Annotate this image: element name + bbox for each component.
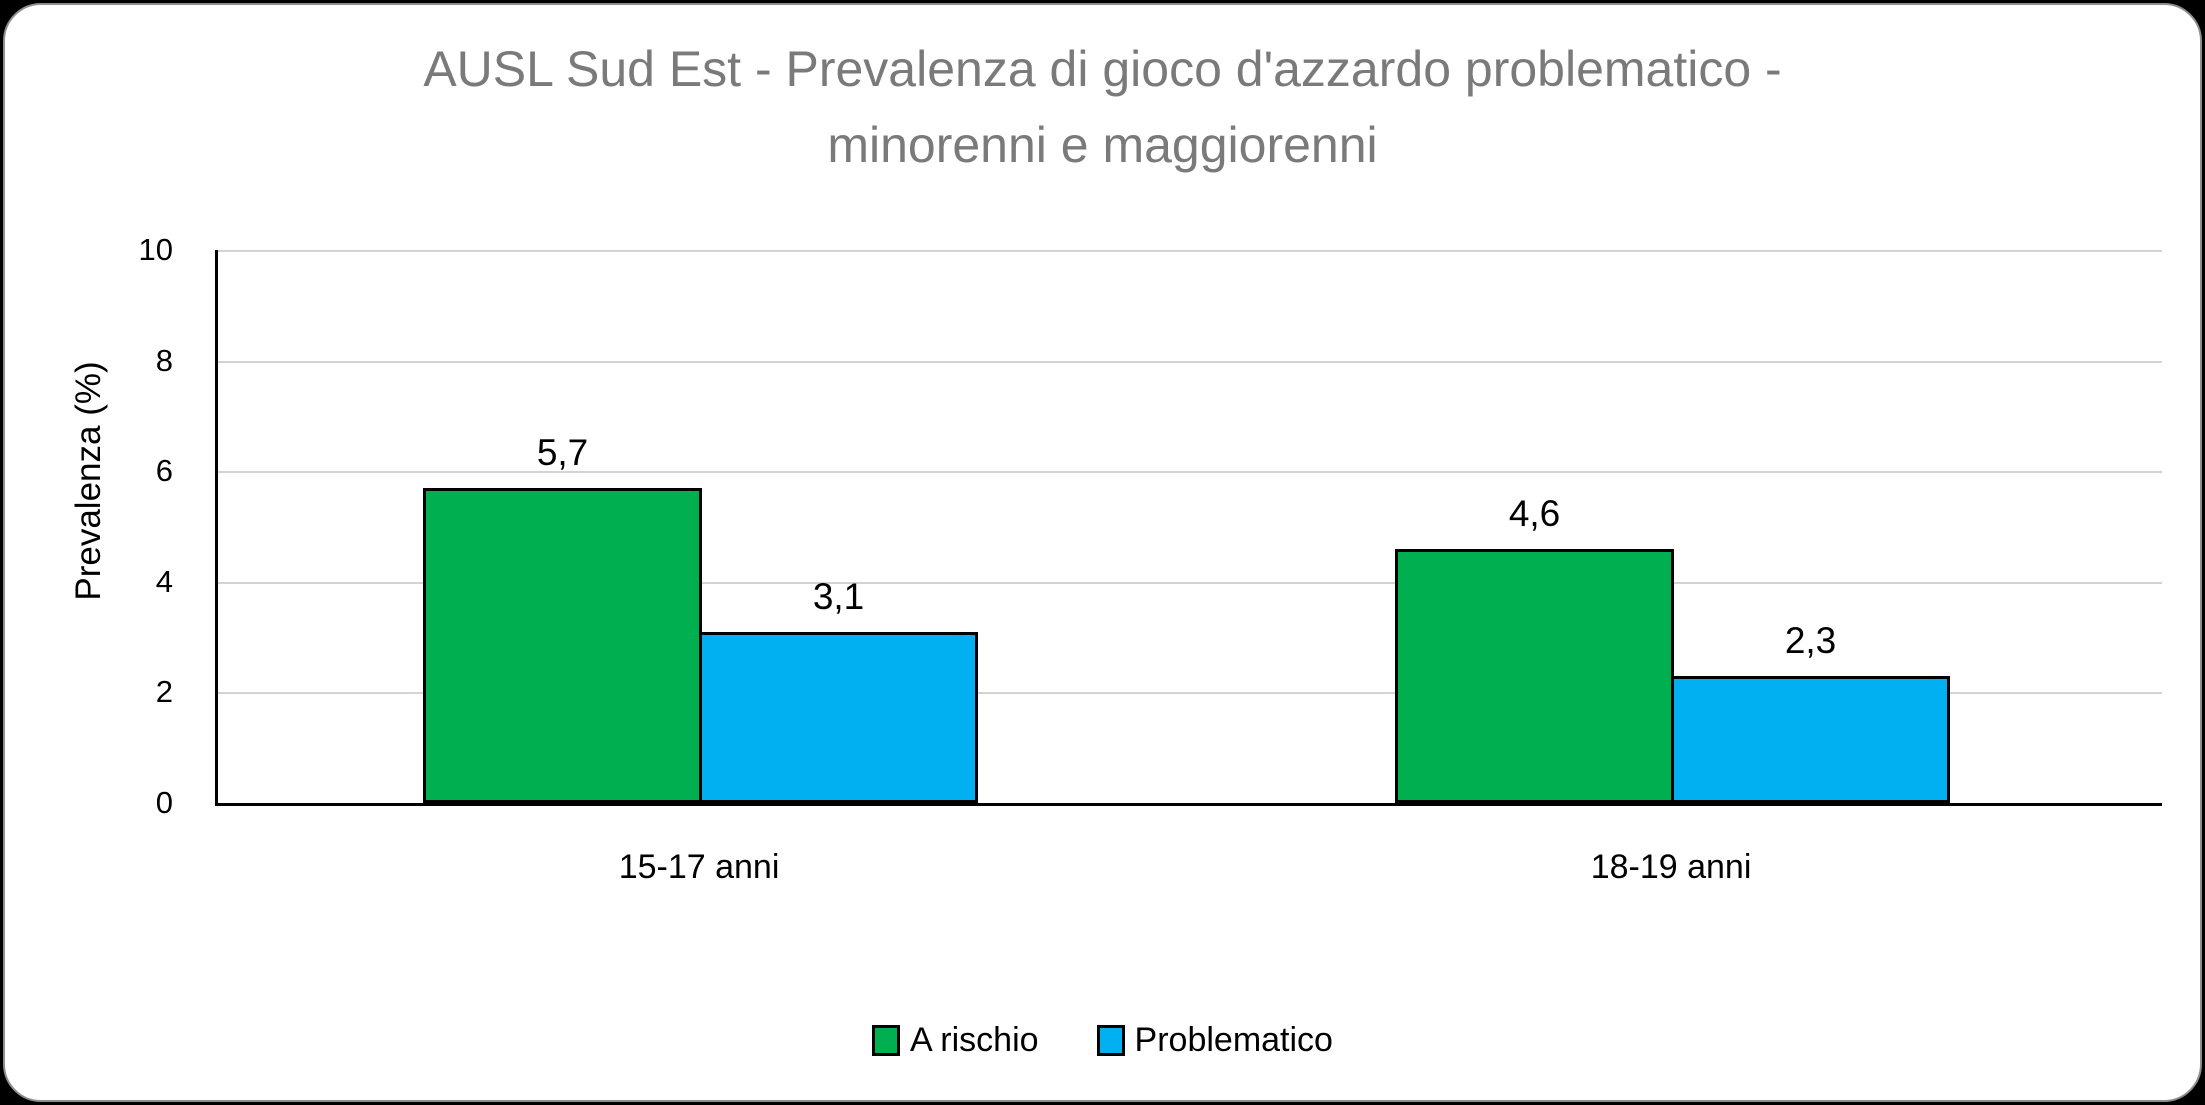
gridline xyxy=(218,471,2162,474)
legend-item-problematico: Problematico xyxy=(1096,1021,1333,1060)
y-axis-tick-label: 6 xyxy=(155,453,173,489)
legend-swatch-icon xyxy=(1096,1025,1125,1056)
chart-title-line-2: minorenni e maggiorenni xyxy=(827,117,1378,173)
bar-problematico-18-19-anni xyxy=(1671,675,1951,803)
legend-item-a-rischio: A rischio xyxy=(872,1021,1039,1060)
legend-swatch-icon xyxy=(872,1025,901,1056)
gridline xyxy=(218,360,2162,363)
y-axis-tick-label: 0 xyxy=(155,785,173,820)
x-axis-category-label: 15-17 anni xyxy=(618,848,780,886)
bar-value-label: 5,7 xyxy=(536,431,589,473)
gridline xyxy=(218,250,2162,252)
y-axis-tick-label: 8 xyxy=(155,342,173,378)
gridline xyxy=(218,581,2162,584)
x-axis-category-label: 18-19 anni xyxy=(1590,848,1752,886)
bar-problematico-15-17-anni xyxy=(699,631,979,803)
bar-value-label: 4,6 xyxy=(1508,492,1561,534)
legend-label: A rischio xyxy=(910,1021,1039,1059)
gridline xyxy=(218,692,2162,695)
chart-card: AUSL Sud Est - Prevalenza di gioco d'azz… xyxy=(3,3,2202,1102)
chart-title-line-1: AUSL Sud Est - Prevalenza di gioco d'azz… xyxy=(423,41,1782,97)
y-axis-tick-label: 4 xyxy=(155,563,173,599)
chart-title: AUSL Sud Est - Prevalenza di gioco d'azz… xyxy=(5,31,2200,183)
bar-value-label: 3,1 xyxy=(812,575,865,617)
legend-label: Problematico xyxy=(1134,1021,1333,1059)
y-axis-tick-label: 10 xyxy=(138,232,173,267)
legend: A rischio Problematico xyxy=(5,1021,2200,1060)
x-axis-category-labels: 15-17 anni 18-19 anni xyxy=(215,848,2159,898)
plot-area: 5,7 3,1 4,6 2,3 xyxy=(215,250,2162,806)
bar-a-rischio-18-19-anni xyxy=(1395,548,1675,803)
bar-value-label: 2,3 xyxy=(1784,619,1837,661)
y-axis-tick-labels: 0 2 4 6 8 10 xyxy=(5,232,173,820)
bar-a-rischio-15-17-anni xyxy=(423,487,703,803)
y-axis-tick-label: 2 xyxy=(155,674,173,710)
